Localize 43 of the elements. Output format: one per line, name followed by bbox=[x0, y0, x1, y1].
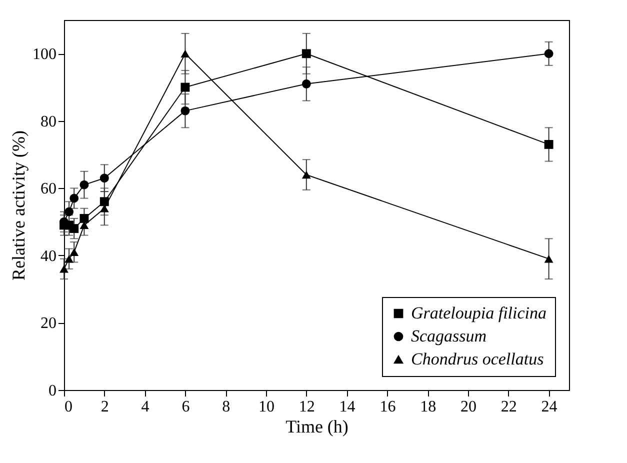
point bbox=[180, 50, 190, 58]
x-tick-label: 12 bbox=[298, 398, 315, 416]
point bbox=[100, 174, 109, 183]
legend-label: Scagassum bbox=[411, 326, 487, 346]
x-tick-label: 10 bbox=[258, 398, 274, 416]
x-tick-label: 6 bbox=[182, 398, 190, 416]
point bbox=[544, 140, 554, 149]
point bbox=[544, 254, 554, 263]
point bbox=[64, 207, 74, 216]
point bbox=[180, 106, 190, 116]
y-tick-label: 20 bbox=[40, 315, 56, 332]
point bbox=[302, 49, 311, 58]
x-axis-title: Time (h) bbox=[286, 416, 348, 436]
y-axis-title: Relative activity (%) bbox=[8, 130, 28, 280]
x-tick-label: 20 bbox=[460, 398, 476, 416]
y-tick-label: 80 bbox=[40, 113, 56, 130]
point bbox=[80, 214, 89, 223]
point bbox=[64, 254, 74, 263]
x-tick-label: 4 bbox=[141, 398, 150, 416]
point bbox=[180, 82, 190, 92]
x-tick-label: 18 bbox=[420, 398, 436, 416]
y-tick-label: 0 bbox=[48, 382, 56, 400]
x-tick-label: 14 bbox=[339, 398, 356, 416]
point bbox=[302, 79, 311, 88]
point bbox=[100, 197, 109, 206]
x-tick-label: 16 bbox=[380, 398, 396, 416]
y-tick-label: 60 bbox=[40, 180, 56, 198]
x-tick-label: 8 bbox=[222, 398, 230, 416]
point bbox=[70, 194, 79, 203]
legend-label: Grateloupia filicina bbox=[411, 304, 547, 322]
x-tick-label: 2 bbox=[100, 398, 109, 416]
point bbox=[70, 224, 79, 234]
legend-label: Chondrus ocellatus bbox=[411, 350, 544, 368]
x-tick-label: 24 bbox=[541, 398, 558, 416]
x-tick-label: 22 bbox=[500, 398, 517, 416]
point bbox=[302, 170, 311, 179]
point bbox=[80, 180, 89, 190]
point bbox=[60, 265, 68, 273]
y-tick-label: 100 bbox=[32, 46, 56, 64]
x-tick-label: 0 bbox=[64, 398, 72, 416]
point bbox=[544, 49, 554, 58]
point bbox=[70, 248, 79, 256]
y-tick-label: 40 bbox=[40, 248, 56, 265]
